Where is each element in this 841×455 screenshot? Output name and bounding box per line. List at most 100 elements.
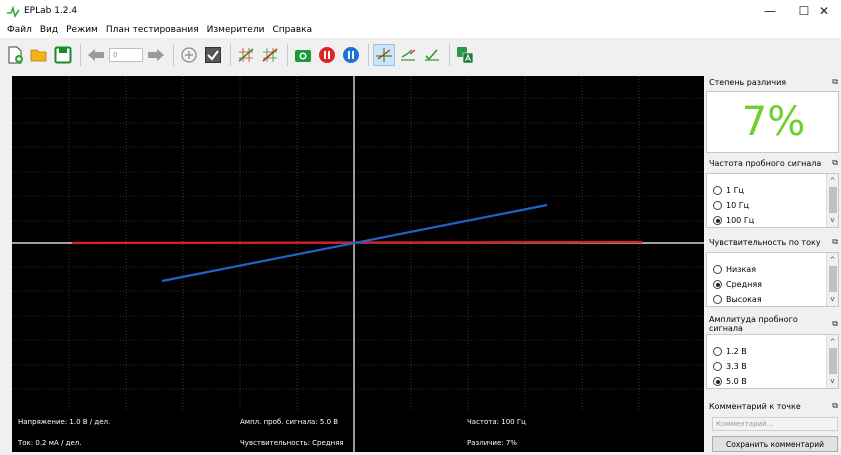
eplab-logo-icon xyxy=(7,5,20,18)
menu-test-plan[interactable]: План тестирования xyxy=(105,25,199,35)
sensitivity-option-medium[interactable]: Средняя xyxy=(713,280,762,289)
language-button[interactable] xyxy=(454,44,476,66)
undock-icon[interactable]: ⧉ xyxy=(832,237,838,246)
sensitivity-option-label: Средняя xyxy=(726,280,762,289)
open-file-button[interactable] xyxy=(28,44,50,66)
previous-point-button[interactable] xyxy=(85,44,107,66)
mode-test-plan-button[interactable] xyxy=(421,44,443,66)
amplitude-scrollbar[interactable]: ^ v xyxy=(826,335,838,388)
new-file-icon xyxy=(8,46,23,64)
scroll-thumb[interactable] xyxy=(829,187,837,213)
amplitude-option-label: 1.2 В xyxy=(726,347,747,356)
frequency-scrollbar[interactable]: ^ v xyxy=(826,174,838,227)
measured-curve xyxy=(161,203,548,283)
frequency-label: Частота: 100 Гц xyxy=(467,418,526,426)
sensitivity-scrollbar[interactable]: ^ v xyxy=(826,253,838,306)
radio-button[interactable] xyxy=(713,265,722,274)
comment-section-header: Комментарий к точке ⧉ xyxy=(706,398,841,414)
amplitude-option-label: 3.3 В xyxy=(726,362,747,371)
frequency-option-label: 100 Гц xyxy=(726,216,755,225)
amplitude-option-label: 5.0 В xyxy=(726,377,747,386)
menu-meters[interactable]: Измерители xyxy=(206,25,265,35)
frequency-option-100hz[interactable]: 100 Гц xyxy=(713,216,754,225)
radio-button[interactable] xyxy=(713,362,722,371)
close-button[interactable]: ✕ xyxy=(818,4,830,18)
amplitude-section-header: Амплитуда пробного сигнала ⧉ xyxy=(706,315,841,333)
sensitivity-option-label: Низкая xyxy=(726,265,757,274)
amplitude-options: 1.2 В 3.3 В 5.0 В ^ v xyxy=(706,334,839,389)
scroll-thumb[interactable] xyxy=(829,348,837,374)
iv-mode-write-icon xyxy=(401,49,416,61)
toolbar-separator xyxy=(173,44,174,66)
radio-button-selected[interactable] xyxy=(713,280,722,289)
iv-curve-canvas xyxy=(12,76,704,452)
undock-icon[interactable]: ⧉ xyxy=(832,401,838,410)
menu-file[interactable]: Файл xyxy=(7,25,32,35)
iv-curve-red-icon xyxy=(262,48,278,62)
stop-icon xyxy=(319,47,335,63)
save-comment-button[interactable]: Сохранить комментарий xyxy=(712,436,838,452)
scroll-down-icon[interactable]: v xyxy=(830,216,835,224)
stop-button[interactable] xyxy=(316,44,338,66)
menu-view[interactable]: Вид xyxy=(39,25,59,35)
amplitude-option-3-3v[interactable]: 3.3 В xyxy=(713,362,747,371)
radio-button[interactable] xyxy=(713,347,722,356)
point-number-input[interactable]: 0 xyxy=(109,48,143,62)
radio-button[interactable] xyxy=(713,186,722,195)
camera-icon xyxy=(295,50,311,62)
maximize-button[interactable]: ☐ xyxy=(798,4,810,18)
new-file-button[interactable] xyxy=(4,44,26,66)
menu-help[interactable]: Справка xyxy=(272,25,313,35)
scroll-down-icon[interactable]: v xyxy=(830,377,835,385)
mode-write-button[interactable] xyxy=(397,44,419,66)
radio-button[interactable] xyxy=(713,295,722,304)
toolbar-separator xyxy=(368,44,369,66)
frequency-section-header: Частота пробного сигнала ⧉ xyxy=(706,155,841,171)
difference-section-title: Степень различия xyxy=(709,77,787,87)
add-point-button[interactable] xyxy=(178,44,200,66)
pause-button[interactable] xyxy=(340,44,362,66)
undock-icon[interactable]: ⧉ xyxy=(832,77,838,86)
save-file-button[interactable] xyxy=(52,44,74,66)
comment-input[interactable]: Комментарий... xyxy=(712,417,838,431)
menu-mode[interactable]: Режим xyxy=(66,25,98,35)
frequency-option-10hz[interactable]: 10 Гц xyxy=(713,201,749,210)
scroll-up-icon[interactable]: ^ xyxy=(829,338,836,346)
undock-icon[interactable]: ⧉ xyxy=(832,158,838,167)
window-title: EPLab 1.2.4 xyxy=(24,6,78,16)
sensitivity-option-low[interactable]: Низкая xyxy=(713,265,756,274)
scroll-down-icon[interactable]: v xyxy=(830,295,835,303)
amplitude-option-1-2v[interactable]: 1.2 В xyxy=(713,347,747,356)
radio-button[interactable] xyxy=(713,201,722,210)
scroll-up-icon[interactable]: ^ xyxy=(829,256,836,264)
scroll-up-icon[interactable]: ^ xyxy=(829,177,836,185)
mode-compare-button[interactable] xyxy=(373,44,395,66)
arrow-left-icon xyxy=(88,49,104,61)
next-point-button[interactable] xyxy=(145,44,167,66)
frequency-option-label: 1 Гц xyxy=(726,186,744,195)
save-icon xyxy=(54,46,72,64)
screenshot-button[interactable] xyxy=(292,44,314,66)
language-icon xyxy=(457,47,474,64)
radio-button-selected[interactable] xyxy=(713,216,722,225)
sensitivity-section-header: Чувствительность по току ⧉ xyxy=(706,234,841,250)
frequency-option-1hz[interactable]: 1 Гц xyxy=(713,186,744,195)
difference-label: Различие: 7% xyxy=(467,439,517,447)
open-folder-icon xyxy=(30,49,47,62)
curve-red-button[interactable] xyxy=(259,44,281,66)
amplitude-option-5-0v[interactable]: 5.0 В xyxy=(713,377,747,386)
amplitude-section-title: Амплитуда пробного сигнала xyxy=(709,315,798,333)
iv-curve-plot[interactable]: Напряжение: 1.0 В / дел. Ампл. проб. сиг… xyxy=(12,76,704,452)
sensitivity-option-high[interactable]: Высокая xyxy=(713,295,762,304)
scroll-thumb[interactable] xyxy=(829,266,837,292)
pause-icon xyxy=(343,47,359,63)
undock-icon[interactable]: ⧉ xyxy=(832,319,838,328)
minimize-button[interactable]: — xyxy=(764,4,776,18)
iv-mode-test-icon xyxy=(425,49,439,61)
radio-button-selected[interactable] xyxy=(713,377,722,386)
toolbar-separator xyxy=(80,44,81,66)
voltage-scale-label: Напряжение: 1.0 В / дел. xyxy=(18,418,111,426)
curve-green-button[interactable] xyxy=(235,44,257,66)
accept-button[interactable] xyxy=(202,44,224,66)
